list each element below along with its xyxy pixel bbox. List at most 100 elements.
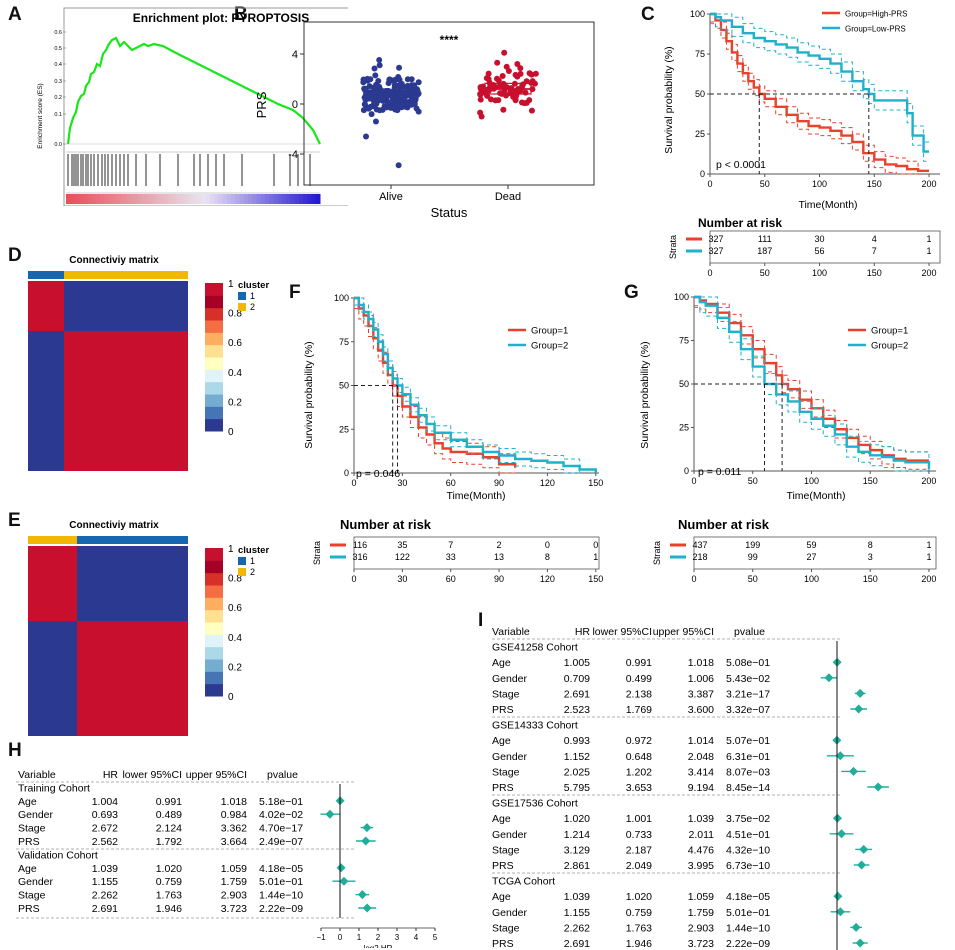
forest-row-upper: 3.600	[688, 704, 714, 716]
boxplot-point-dead	[493, 75, 500, 82]
forest-i-table: Variable HR lower 95%CI upper 95%CI pvalue GS…	[492, 626, 840, 950]
gsea-ytick-label: 0.6	[54, 30, 62, 36]
forest-row-variable: Age	[492, 657, 511, 669]
km-survival-curve	[694, 295, 931, 470]
risk-table-cell: 7	[448, 540, 453, 550]
matrix-scale-cell	[205, 572, 223, 586]
km-f-risk-table: Strata 116 35 7 2 0 0 316 122 33 13 8 1 0 30 60 90 120 150	[312, 536, 603, 584]
km-ytick-label: 0	[684, 466, 689, 476]
forest-row-variable: Stage	[492, 766, 520, 778]
boxplot-point-alive	[395, 162, 402, 169]
matrix-scale-label: 0	[228, 692, 234, 703]
boxplot-point-dead	[492, 97, 499, 104]
forest-row-pvalue: 1.44e−10	[726, 922, 770, 934]
km-legend-label: Group=2	[531, 341, 568, 352]
gsea-metric-cell	[264, 194, 270, 204]
km-ci-upper	[710, 13, 930, 143]
risk-table-cell: 7	[872, 246, 877, 256]
boxplot-point-alive	[392, 106, 399, 113]
forest-row-upper: 3.414	[688, 766, 714, 778]
risk-table-xtick-label: 120	[540, 574, 555, 584]
risk-table-cell: 0	[593, 540, 598, 550]
gsea-metric-cell	[78, 194, 84, 204]
boxplot-point-dead	[490, 83, 497, 90]
risk-table-cell: 0	[545, 540, 550, 550]
forest-row-lower: 1.769	[626, 704, 652, 716]
forest-header-upper: upper 95%CI	[653, 626, 714, 638]
gsea-metric-cell	[129, 194, 135, 204]
forest-row-lower: 1.763	[626, 922, 652, 934]
gsea-metric-cell	[66, 194, 71, 204]
boxplot-point-dead	[514, 60, 521, 67]
gsea-metric-cell	[116, 194, 122, 204]
km-ci-lower	[354, 304, 597, 474]
boxplot-point-alive	[373, 106, 380, 113]
matrix-scale-cell	[205, 394, 223, 407]
km-xtick-label: 200	[922, 179, 937, 189]
panel-label-e: E	[8, 510, 21, 531]
gsea-metric-cell	[193, 194, 198, 204]
forest-row-lower: 0.499	[626, 673, 652, 685]
gsea-metric-cell	[239, 194, 245, 204]
km-g-pvalue: p = 0.011	[698, 466, 741, 478]
km-ytick-label: 25	[679, 423, 689, 433]
boxplot-point-alive	[372, 72, 379, 79]
forest-row-lower: 0.759	[156, 876, 182, 888]
forest-row-pvalue: 5.18e−01	[259, 796, 303, 808]
consensus-matrix-e: Connectiviy matrix 1 0.8 0.6 0.4 0.2 0 cluste…	[28, 520, 269, 736]
km-c-risk-title: Number at risk	[698, 216, 782, 230]
forest-row-hr: 1.004	[92, 796, 118, 808]
km-ytick-label: 75	[339, 337, 349, 347]
matrix-scale-label: 0.2	[228, 397, 242, 408]
km-plot-f: Survival probability (%) Time(Month) 100…	[303, 293, 603, 584]
forest-row-pvalue: 8.45e−14	[726, 782, 770, 794]
forest-row-pvalue: 2.22e−09	[726, 938, 770, 950]
boxplot-point-alive	[386, 76, 393, 83]
forest-row-hr: 3.129	[564, 844, 590, 856]
forest-row-lower: 2.138	[626, 688, 652, 700]
risk-table-xtick-label: 0	[351, 574, 356, 584]
forest-hr-diamond	[362, 903, 372, 913]
forest-row-hr: 2.025	[564, 766, 590, 778]
boxplot-point-alive	[376, 83, 383, 90]
matrix-e-cluster-bar-2	[28, 536, 77, 544]
gsea-metric-cell	[231, 194, 236, 204]
forest-row-variable: Age	[492, 891, 511, 903]
forest-row-variable: Stage	[492, 688, 520, 700]
forest-row-lower: 0.648	[626, 751, 652, 763]
matrix-scale-cell	[205, 560, 223, 574]
forest-axis-tick-label: 2	[376, 933, 381, 942]
matrix-d-block-11	[28, 281, 64, 331]
forest-row-hr: 1.155	[92, 876, 118, 888]
km-legend-label: Group=2	[871, 341, 908, 352]
km-ci-upper	[710, 13, 930, 172]
km-g-legend: Group=1 Group=2	[848, 326, 908, 352]
gsea-metric-cell	[197, 194, 202, 204]
risk-table-frame	[353, 536, 600, 570]
risk-table-cell: 27	[806, 552, 816, 562]
boxplot-point-alive	[392, 76, 399, 83]
boxplot-point-alive	[400, 102, 407, 109]
risk-table-xtick-label: 50	[748, 574, 758, 584]
boxplot-point-dead	[485, 76, 492, 83]
boxplot-point-alive	[364, 75, 371, 82]
forest-hr-diamond	[824, 673, 834, 683]
boxplot-point-dead	[514, 73, 521, 80]
boxplot-points	[360, 49, 539, 169]
significance-stars: ****	[440, 33, 459, 47]
gsea-running-es-curve	[66, 36, 321, 145]
forest-row-variable: Age	[492, 813, 511, 825]
matrix-scale-cell	[205, 609, 223, 623]
gsea-metric-cell	[176, 194, 181, 204]
forest-row-upper: 2.903	[688, 922, 714, 934]
km-g-axes: 100 75 50 25 00 50 100 150 200	[674, 292, 936, 486]
forest-row-variable: Stage	[18, 823, 46, 835]
risk-table-xtick-label: 0	[691, 574, 696, 584]
forest-row-lower: 0.972	[626, 735, 652, 747]
boxplot-point-alive	[360, 79, 367, 86]
risk-table-cell: 111	[758, 234, 772, 244]
risk-table-xtick-label: 60	[446, 574, 456, 584]
forest-row-pvalue: 2.49e−07	[259, 836, 303, 848]
boxplot-point-dead	[494, 59, 501, 66]
boxplot-point-alive	[361, 101, 368, 108]
